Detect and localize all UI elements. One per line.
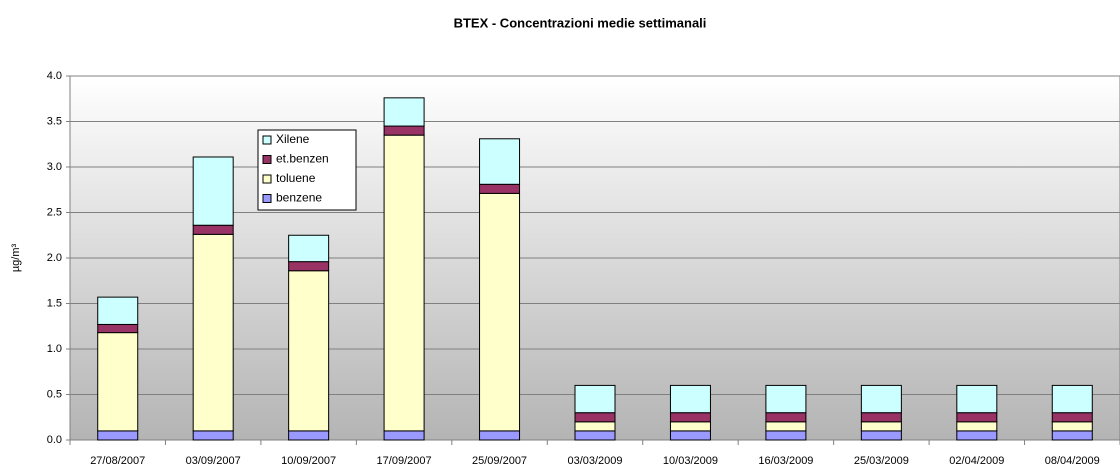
y-tick-label: 0.0 — [47, 434, 62, 446]
bar-segment — [860, 421, 902, 432]
x-tick-label: 03/09/2007 — [186, 455, 241, 467]
x-tick-label: 27/08/2007 — [90, 455, 145, 467]
bar-segment — [669, 384, 711, 414]
y-tick-label: 3.0 — [47, 161, 62, 173]
y-tick-label: 4.0 — [47, 70, 62, 82]
y-tick-label: 3.5 — [47, 115, 62, 127]
bar-segment — [1051, 384, 1093, 414]
bar-segment — [288, 270, 330, 432]
bar-segment — [956, 430, 998, 441]
bar-segment — [479, 183, 521, 194]
bar-segment — [1051, 421, 1093, 432]
x-tick-label: 10/09/2007 — [281, 455, 336, 467]
bar-segment — [383, 134, 425, 432]
y-tick-label: 0.5 — [47, 388, 62, 400]
bar-segment — [479, 430, 521, 441]
bar-segment — [288, 430, 330, 441]
bar-segment — [97, 332, 139, 432]
legend-label: toluene — [276, 171, 316, 185]
y-axis-label: µg/m³ — [10, 243, 22, 272]
y-tick-label: 1.0 — [47, 343, 62, 355]
x-tick-label: 03/03/2009 — [567, 455, 622, 467]
x-tick-label: 17/09/2007 — [377, 455, 432, 467]
y-tick-label: 1.5 — [47, 297, 62, 309]
bar-segment — [479, 192, 521, 432]
bar-segment — [288, 234, 330, 263]
bar-segment — [956, 384, 998, 414]
bar-segment — [574, 384, 616, 414]
legend-label: et.benzen — [276, 152, 329, 166]
bar-segment — [383, 125, 425, 136]
chart-title: BTEX - Concentrazioni medie settimanali — [454, 15, 707, 30]
bar-segment — [860, 412, 902, 423]
bar-segment — [288, 261, 330, 272]
x-tick-label: 25/03/2009 — [854, 455, 909, 467]
bar-segment — [956, 412, 998, 423]
bar-segment — [574, 412, 616, 423]
bar-segment — [479, 138, 521, 185]
legend-swatch — [262, 194, 272, 203]
bar-segment — [1051, 412, 1093, 423]
bar-segment — [860, 430, 902, 441]
bar-segment — [765, 384, 807, 414]
bar-segment — [97, 430, 139, 441]
bar-segment — [860, 384, 902, 414]
x-tick-label: 02/04/2009 — [949, 455, 1004, 467]
legend-swatch — [262, 155, 272, 164]
bar-segment — [669, 412, 711, 423]
bar-segment — [765, 421, 807, 432]
bar-segment — [956, 421, 998, 432]
bar-segment — [669, 421, 711, 432]
bar-segment — [765, 430, 807, 441]
x-tick-label: 25/09/2007 — [472, 455, 527, 467]
bar-segment — [192, 156, 234, 226]
legend-label: benzene — [276, 191, 322, 205]
bar-segment — [574, 430, 616, 441]
x-tick-label: 08/04/2009 — [1045, 455, 1100, 467]
y-tick-label: 2.5 — [47, 206, 62, 218]
legend-swatch — [262, 174, 272, 184]
bar-segment — [192, 233, 234, 432]
bar-segment — [1051, 430, 1093, 441]
bar-segment — [383, 430, 425, 441]
bar-segment — [97, 323, 139, 334]
y-tick-label: 2.0 — [47, 252, 62, 264]
bar-segment — [765, 412, 807, 423]
bar-segment — [383, 97, 425, 127]
x-tick-label: 10/03/2009 — [663, 455, 718, 467]
bar-segment — [97, 296, 139, 325]
bar-segment — [574, 421, 616, 432]
legend-box — [257, 129, 357, 211]
legend-swatch — [262, 135, 272, 145]
bar-segment — [192, 224, 234, 235]
x-tick-label: 16/03/2009 — [758, 455, 813, 467]
bar-segment — [192, 430, 234, 441]
bar-segment — [669, 430, 711, 441]
legend-label: Xilene — [276, 132, 310, 146]
